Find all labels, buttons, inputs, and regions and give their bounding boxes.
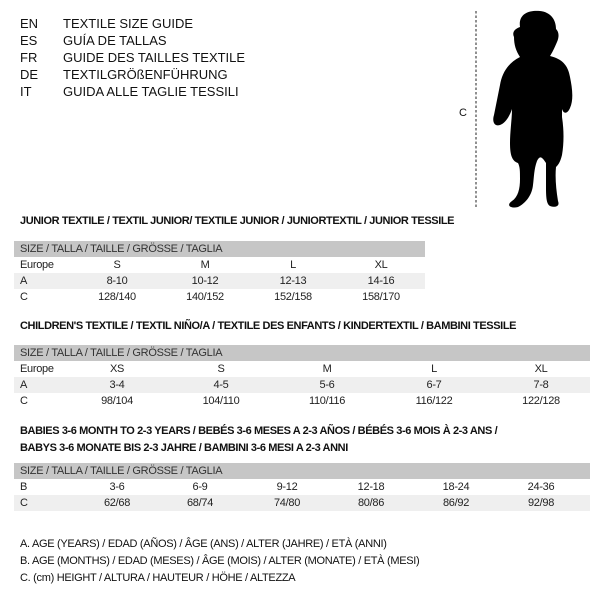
table-cell: 104/110 <box>202 395 240 407</box>
table-cell: 4-5 <box>213 379 229 391</box>
table-cell: 8-10 <box>106 275 128 287</box>
title-text: GUIDA ALLE TAGLIE TESSILI <box>63 84 239 99</box>
table-cell: 158/170 <box>362 291 400 303</box>
table-row: A 3-4 4-5 5-6 6-7 7-8 <box>14 377 590 393</box>
title-text: TEXTILGRÖßENFÜHRUNG <box>63 67 228 82</box>
table-row: Europe XS S M L XL <box>14 361 590 377</box>
title-text: GUIDE DES TAILLES TEXTILE <box>63 50 246 65</box>
table-row: Europe S M L XL <box>14 257 425 273</box>
table-header: SIZE / TALLA / TAILLE / GRÖSSE / TAGLIA <box>14 345 590 361</box>
table-cell: 9-12 <box>276 481 298 493</box>
title-line-fr: FR GUIDE DES TAILLES TEXTILE <box>20 50 320 66</box>
table-cell: 128/140 <box>98 291 136 303</box>
junior-heading: JUNIOR TEXTILE / TEXTIL JUNIOR/ TEXTILE … <box>20 215 455 227</box>
junior-size-table: SIZE / TALLA / TAILLE / GRÖSSE / TAGLIA … <box>14 241 425 305</box>
table-cell: 152/158 <box>274 291 312 303</box>
row-label: C <box>20 497 28 509</box>
table-cell: 122/128 <box>522 395 560 407</box>
lang-code: ES <box>20 33 38 48</box>
table-cell: 68/74 <box>186 497 214 509</box>
table-row: C 128/140 140/152 152/158 158/170 <box>14 289 425 305</box>
table-cell: S <box>217 363 225 375</box>
table-cell: 12-18 <box>357 481 385 493</box>
row-label: C <box>20 395 28 407</box>
table-cell: 110/116 <box>308 395 346 407</box>
table-cell: XL <box>374 259 388 271</box>
row-label: A <box>20 379 28 391</box>
table-cell: 24-36 <box>527 481 555 493</box>
table-cell: 92/98 <box>527 497 555 509</box>
table-cell: 5-6 <box>319 379 335 391</box>
table-cell: 62/68 <box>103 497 131 509</box>
table-row: A 8-10 10-12 12-13 14-16 <box>14 273 425 289</box>
table-cell: 116/122 <box>415 395 453 407</box>
table-cell: 12-13 <box>279 275 307 287</box>
table-cell: 7-8 <box>533 379 549 391</box>
table-cell: XS <box>109 363 125 375</box>
table-cell: 80/86 <box>357 497 385 509</box>
title-line-es: ES GUÍA DE TALLAS <box>20 33 320 49</box>
table-cell: 10-12 <box>191 275 219 287</box>
table-row: C 98/104 104/110 110/116 116/122 122/128 <box>14 393 590 409</box>
table-cell: S <box>113 259 121 271</box>
title-line-de: DE TEXTILGRÖßENFÜHRUNG <box>20 67 320 83</box>
row-label: B <box>20 481 28 493</box>
table-cell: 98/104 <box>101 395 133 407</box>
table-row: B 3-6 6-9 9-12 12-18 18-24 24-36 <box>14 479 590 495</box>
lang-code: EN <box>20 16 39 31</box>
row-label: C <box>20 291 28 303</box>
table-cell: 6-7 <box>426 379 442 391</box>
lang-code: IT <box>20 84 32 99</box>
lang-code: FR <box>20 50 38 65</box>
table-cell: M <box>322 363 332 375</box>
legend-b: B. AGE (MONTHS) / EDAD (MESES) / ÂGE (MO… <box>20 555 420 567</box>
height-label: C <box>459 107 467 119</box>
lang-code: DE <box>20 67 39 82</box>
table-cell: 14-16 <box>367 275 395 287</box>
title-line-en: EN TEXTILE SIZE GUIDE <box>20 16 320 32</box>
legend-c: C. (cm) HEIGHT / ALTURA / HAUTEUR / HÖHE… <box>20 572 296 584</box>
table-cell: 18-24 <box>442 481 470 493</box>
table-header: SIZE / TALLA / TAILLE / GRÖSSE / TAGLIA <box>14 241 425 257</box>
babies-heading-line2: BABYS 3-6 MONATE BIS 2-3 JAHRE / BAMBINI… <box>20 442 348 454</box>
table-cell: 74/80 <box>273 497 301 509</box>
table-cell: 3-4 <box>109 379 125 391</box>
title-line-it: IT GUIDA ALLE TAGLIE TESSILI <box>20 84 320 100</box>
table-cell: M <box>200 259 210 271</box>
row-label: Europe <box>20 363 54 375</box>
babies-heading-line1: BABIES 3-6 MONTH TO 2-3 YEARS / BEBÉS 3-… <box>20 425 498 437</box>
table-cell: L <box>290 259 296 271</box>
title-block: EN TEXTILE SIZE GUIDE ES GUÍA DE TALLAS FR… <box>20 16 320 101</box>
table-cell: 3-6 <box>109 481 125 493</box>
legend-a: A. AGE (YEARS) / EDAD (AÑOS) / ÂGE (ANS)… <box>20 538 387 550</box>
table-cell: 86/92 <box>442 497 470 509</box>
row-label: Europe <box>20 259 54 271</box>
table-header: SIZE / TALLA / TAILLE / GRÖSSE / TAGLIA <box>14 463 590 479</box>
children-heading: CHILDREN'S TEXTILE / TEXTIL NIÑO/A / TEX… <box>20 320 517 332</box>
table-cell: 6-9 <box>192 481 208 493</box>
title-text: TEXTILE SIZE GUIDE <box>63 16 194 31</box>
babies-size-table: SIZE / TALLA / TAILLE / GRÖSSE / TAGLIA … <box>14 463 590 511</box>
row-label: A <box>20 275 28 287</box>
children-size-table: SIZE / TALLA / TAILLE / GRÖSSE / TAGLIA … <box>14 345 590 409</box>
baby-silhouette-icon <box>475 10 573 208</box>
table-row: C 62/68 68/74 74/80 80/86 86/92 92/98 <box>14 495 590 511</box>
table-cell: 140/152 <box>186 291 224 303</box>
table-cell: L <box>431 363 437 375</box>
table-cell: XL <box>534 363 548 375</box>
title-text: GUÍA DE TALLAS <box>63 33 167 48</box>
